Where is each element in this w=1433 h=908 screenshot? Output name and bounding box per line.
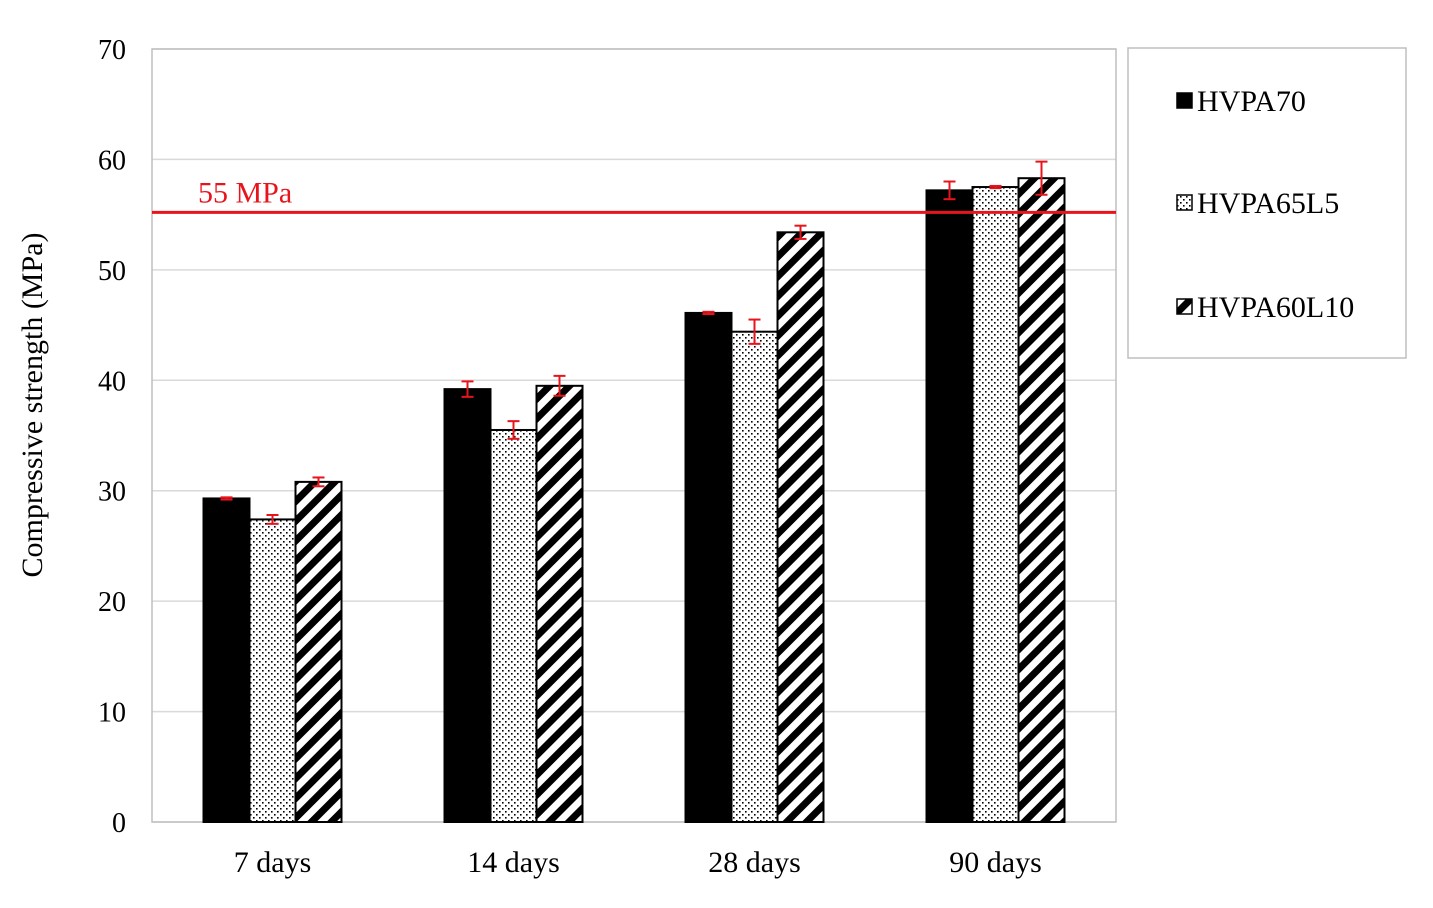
y-tick-label: 70 [98,35,126,66]
bar [971,186,1020,824]
x-axis-ticks: 7 days 14 days 28 days 90 days [234,846,1042,879]
bar [776,231,825,824]
bar [248,518,297,823]
y-tick-label: 60 [98,145,126,176]
bar [202,497,251,823]
y-tick-label: 0 [112,808,126,839]
legend-label: HVPA70 [1197,85,1306,118]
legend-label: HVPA65L5 [1197,187,1339,220]
legend: HVPA70 HVPA65L5 HVPA60L10 [1127,47,1407,359]
y-tick-label: 20 [98,587,126,618]
reference-line-label: 55 MPa [198,176,292,209]
legend-box [1127,47,1407,359]
bar [443,388,492,823]
bar [535,384,584,823]
error-bars [220,160,1048,525]
bar [1017,177,1066,824]
y-tick-label: 30 [98,477,126,508]
y-tick-label: 40 [98,366,126,397]
legend-swatch [1176,298,1193,315]
x-tick-label: 7 days [234,846,312,879]
x-tick-label: 14 days [467,846,560,879]
bar [489,428,538,823]
bar [294,480,343,823]
plot-area [151,48,1117,823]
reference-line-group: 55 MPa [152,176,1116,214]
legend-swatch [1176,92,1193,109]
y-tick-label: 10 [98,698,126,729]
legend-label: HVPA60L10 [1197,291,1354,324]
y-tick-label: 50 [98,256,126,287]
bar [684,311,733,823]
x-tick-label: 90 days [949,846,1042,879]
x-tick-label: 28 days [708,846,801,879]
legend-swatch [1176,194,1193,211]
y-axis-ticks: 0 10 20 30 40 50 60 70 [98,35,126,839]
bars [202,177,1066,824]
y-axis-label: Compressive strength (MPa) [16,233,49,578]
bar [730,330,779,823]
bar [925,189,974,823]
